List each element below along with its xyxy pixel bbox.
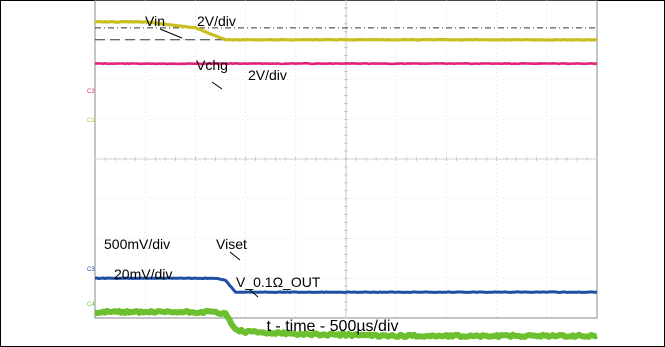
label-viset-scale: 500mV/div	[104, 236, 170, 252]
label-vchg: Vchg	[196, 57, 228, 73]
label-vin: Vin	[145, 13, 165, 29]
marker-c2: C2	[87, 89, 95, 95]
channel-markers: C1 C2 C3 C4	[87, 89, 95, 308]
grid	[94, 0, 598, 319]
label-out: V_0.1Ω_OUT	[236, 274, 321, 290]
trace-c3	[94, 276, 598, 294]
label-out-scale: 20mV/div	[114, 266, 172, 282]
leader-out	[249, 289, 259, 298]
x-axis-label: t - time - 500µs/div	[266, 318, 399, 335]
traces	[94, 20, 598, 341]
leader-viset	[229, 251, 241, 261]
label-viset: Viset	[216, 236, 247, 252]
annotations: Vin 2V/div Vchg 2V/div 500mV/div Viset 2…	[104, 13, 321, 298]
trace-c2	[94, 61, 597, 66]
marker-c1: C1	[87, 118, 95, 124]
reference-lines	[95, 27, 597, 41]
marker-c3: C3	[87, 267, 95, 273]
leader-vin	[159, 28, 183, 39]
leader-vchg	[211, 81, 223, 90]
label-vin-scale: 2V/div	[197, 13, 236, 29]
trace-c1	[95, 20, 598, 42]
trace-c4	[94, 307, 598, 341]
marker-c4: C4	[87, 302, 95, 308]
label-vchg-scale: 2V/div	[248, 67, 287, 83]
